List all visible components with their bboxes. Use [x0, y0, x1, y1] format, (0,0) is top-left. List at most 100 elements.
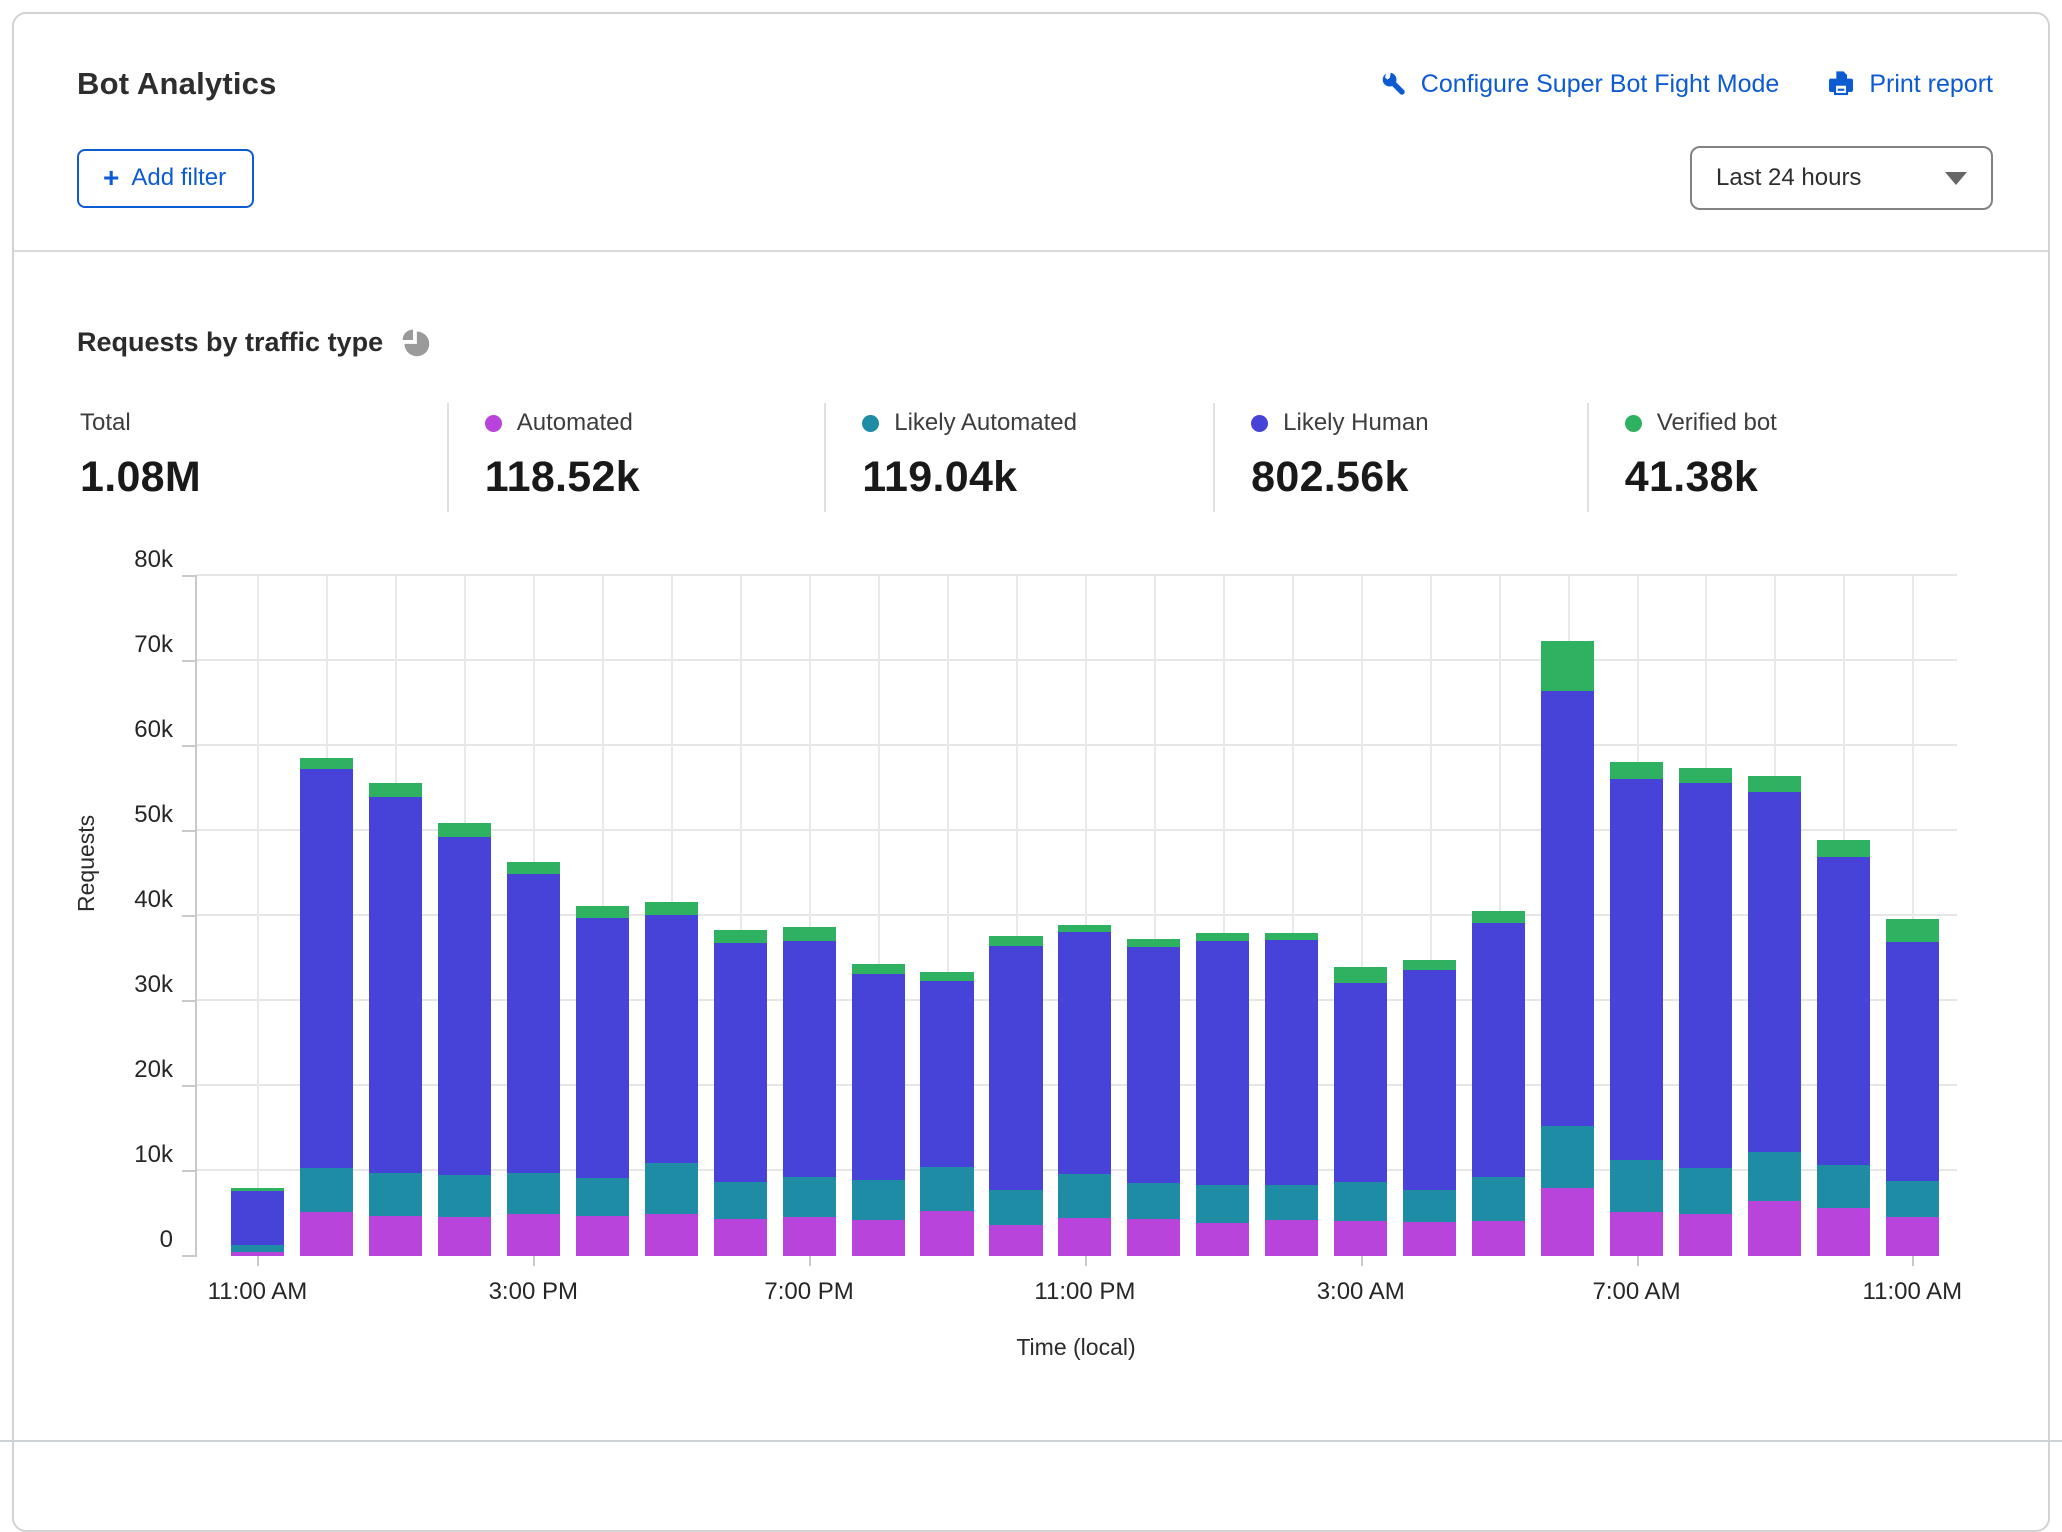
bar-segment-automated[interactable]: [1817, 1208, 1870, 1256]
bar-segment-verified-bot[interactable]: [1748, 776, 1801, 792]
bar-segment-likely-automated[interactable]: [645, 1163, 698, 1214]
bar-segment-verified-bot[interactable]: [783, 927, 836, 941]
bar-segment-automated[interactable]: [920, 1211, 973, 1256]
bar-segment-automated[interactable]: [852, 1220, 905, 1256]
bar-segment-likely-automated[interactable]: [714, 1182, 767, 1219]
add-filter-button[interactable]: + Add filter: [77, 149, 254, 208]
stacked-bar-9-00-pm-10[interactable]: [920, 576, 973, 1256]
bar-segment-likely-automated[interactable]: [1334, 1182, 1387, 1221]
stacked-bar-3-00-am-16[interactable]: [1334, 576, 1387, 1256]
stacked-bar-12-00-am-13[interactable]: [1127, 576, 1180, 1256]
bar-segment-likely-human[interactable]: [1748, 792, 1801, 1152]
bar-segment-verified-bot[interactable]: [576, 906, 629, 918]
bar-segment-verified-bot[interactable]: [438, 823, 491, 837]
stacked-bar-4-00-am-17[interactable]: [1403, 576, 1456, 1256]
bar-segment-verified-bot[interactable]: [1127, 939, 1180, 947]
bar-segment-verified-bot[interactable]: [989, 936, 1042, 946]
bar-segment-automated[interactable]: [1679, 1214, 1732, 1256]
bar-segment-likely-human[interactable]: [1472, 923, 1525, 1177]
bar-segment-automated[interactable]: [300, 1212, 353, 1256]
bar-segment-likely-human[interactable]: [1127, 947, 1180, 1183]
bar-segment-likely-automated[interactable]: [1472, 1177, 1525, 1221]
bar-segment-verified-bot[interactable]: [1058, 925, 1111, 933]
stacked-bar-5-00-am-18[interactable]: [1472, 576, 1525, 1256]
bar-segment-likely-human[interactable]: [989, 946, 1042, 1190]
bar-segment-automated[interactable]: [989, 1225, 1042, 1256]
bar-segment-likely-human[interactable]: [576, 918, 629, 1178]
bar-segment-verified-bot[interactable]: [1265, 933, 1318, 940]
bar-segment-likely-human[interactable]: [1196, 941, 1249, 1185]
bar-segment-verified-bot[interactable]: [1817, 840, 1870, 858]
stacked-bar-1-00-pm-2[interactable]: [369, 576, 422, 1256]
bar-segment-verified-bot[interactable]: [300, 758, 353, 769]
stacked-bar-10-00-am-23[interactable]: [1817, 576, 1870, 1256]
bar-segment-automated[interactable]: [438, 1217, 491, 1256]
bar-segment-verified-bot[interactable]: [1541, 641, 1594, 691]
bar-segment-likely-human[interactable]: [1058, 932, 1111, 1174]
bar-segment-likely-human[interactable]: [852, 974, 905, 1180]
bar-segment-likely-automated[interactable]: [1196, 1185, 1249, 1223]
bar-segment-likely-automated[interactable]: [1817, 1165, 1870, 1208]
bar-segment-verified-bot[interactable]: [1334, 967, 1387, 983]
bar-segment-likely-automated[interactable]: [507, 1173, 560, 1215]
stacked-bar-1-00-am-14[interactable]: [1196, 576, 1249, 1256]
bar-segment-likely-human[interactable]: [714, 943, 767, 1182]
bar-segment-automated[interactable]: [1127, 1219, 1180, 1256]
bar-segment-verified-bot[interactable]: [1610, 762, 1663, 779]
bar-segment-verified-bot[interactable]: [369, 783, 422, 797]
bar-segment-likely-human[interactable]: [369, 797, 422, 1173]
bar-segment-verified-bot[interactable]: [1472, 911, 1525, 923]
stacked-bar-11-00-pm-12[interactable]: [1058, 576, 1111, 1256]
bar-segment-likely-human[interactable]: [300, 769, 353, 1168]
bar-segment-automated[interactable]: [783, 1217, 836, 1256]
bar-segment-likely-automated[interactable]: [1610, 1160, 1663, 1212]
bar-segment-automated[interactable]: [1610, 1212, 1663, 1256]
bar-segment-likely-automated[interactable]: [1058, 1174, 1111, 1217]
bar-segment-automated[interactable]: [1748, 1201, 1801, 1256]
bar-segment-likely-automated[interactable]: [783, 1177, 836, 1217]
bar-segment-likely-human[interactable]: [1403, 970, 1456, 1190]
stacked-bar-2-00-am-15[interactable]: [1265, 576, 1318, 1256]
time-range-dropdown[interactable]: Last 24 hours: [1690, 146, 1993, 210]
bar-segment-likely-human[interactable]: [231, 1191, 284, 1245]
bar-segment-likely-automated[interactable]: [1541, 1126, 1594, 1188]
bar-segment-automated[interactable]: [507, 1214, 560, 1256]
bar-segment-likely-human[interactable]: [1610, 779, 1663, 1160]
bar-segment-likely-automated[interactable]: [438, 1175, 491, 1217]
bar-segment-likely-human[interactable]: [783, 941, 836, 1177]
bar-segment-automated[interactable]: [1265, 1220, 1318, 1256]
print-report-link[interactable]: Print report: [1825, 68, 1993, 100]
bar-segment-automated[interactable]: [1334, 1221, 1387, 1256]
bar-segment-likely-human[interactable]: [1334, 983, 1387, 1182]
bar-segment-automated[interactable]: [231, 1252, 284, 1256]
bar-segment-automated[interactable]: [1541, 1188, 1594, 1256]
bar-segment-likely-automated[interactable]: [920, 1167, 973, 1211]
bar-segment-verified-bot[interactable]: [852, 964, 905, 973]
bar-segment-verified-bot[interactable]: [1196, 933, 1249, 941]
bar-segment-likely-automated[interactable]: [1403, 1190, 1456, 1222]
stacked-bar-4-00-pm-5[interactable]: [576, 576, 629, 1256]
bar-segment-likely-human[interactable]: [1817, 857, 1870, 1165]
bar-segment-likely-automated[interactable]: [231, 1245, 284, 1252]
bar-segment-likely-automated[interactable]: [1127, 1183, 1180, 1220]
bar-segment-likely-automated[interactable]: [852, 1180, 905, 1221]
bar-segment-likely-human[interactable]: [1541, 691, 1594, 1126]
stacked-bar-11-00-am-24[interactable]: [1886, 576, 1939, 1256]
bar-segment-verified-bot[interactable]: [507, 862, 560, 874]
bar-segment-likely-automated[interactable]: [369, 1173, 422, 1216]
bar-segment-automated[interactable]: [1403, 1222, 1456, 1256]
stacked-bar-8-00-pm-9[interactable]: [852, 576, 905, 1256]
bar-segment-verified-bot[interactable]: [920, 972, 973, 981]
stacked-bar-6-00-am-19[interactable]: [1541, 576, 1594, 1256]
bar-segment-verified-bot[interactable]: [1679, 768, 1732, 782]
bar-segment-likely-human[interactable]: [645, 915, 698, 1163]
bar-segment-likely-human[interactable]: [920, 981, 973, 1167]
bar-segment-automated[interactable]: [1886, 1217, 1939, 1256]
bar-segment-automated[interactable]: [369, 1216, 422, 1256]
stacked-bar-7-00-pm-8[interactable]: [783, 576, 836, 1256]
bar-segment-likely-automated[interactable]: [1886, 1181, 1939, 1217]
stacked-bar-6-00-pm-7[interactable]: [714, 576, 767, 1256]
bar-segment-likely-automated[interactable]: [1748, 1152, 1801, 1200]
bar-segment-verified-bot[interactable]: [1403, 960, 1456, 969]
bar-segment-likely-automated[interactable]: [300, 1168, 353, 1212]
